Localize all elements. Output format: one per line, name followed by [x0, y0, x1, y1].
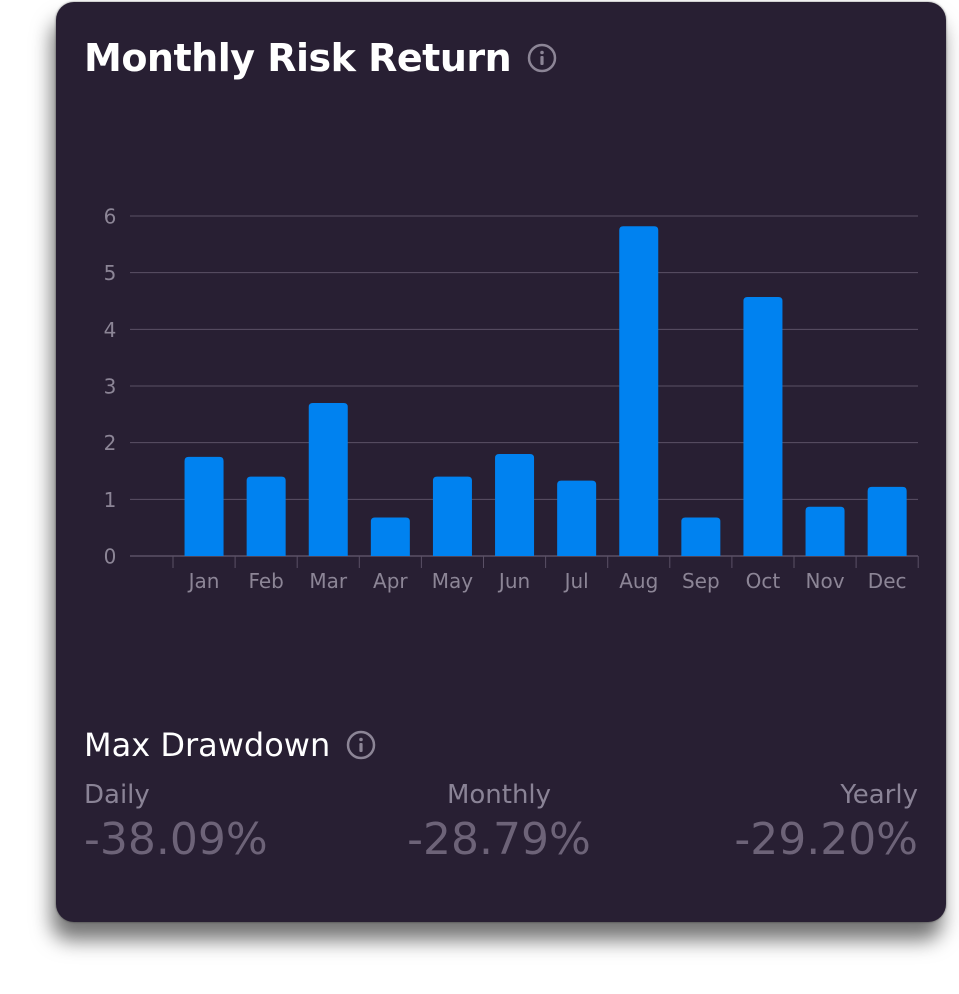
card-title: Monthly Risk Return	[84, 36, 512, 80]
y-tick-label: 6	[104, 205, 117, 229]
bar-chart: 0 1 2 3 4 5 6 Jan Feb Mar Apr May Jun Jul Aug Sep Oct Nov…	[104, 205, 919, 593]
bar-dec	[867, 486, 907, 556]
bar-oct	[743, 297, 783, 556]
bar-jul	[557, 480, 597, 556]
info-icon[interactable]	[346, 730, 376, 760]
x-tick-label: Oct	[746, 569, 781, 593]
drawdown-monthly: Monthly -28.79%	[374, 780, 624, 865]
bar-aug	[619, 226, 659, 556]
x-tick-label: Jan	[187, 569, 220, 593]
y-tick-label: 2	[104, 431, 117, 455]
x-tick-label: Mar	[309, 569, 348, 593]
title-row: Monthly Risk Return	[84, 36, 557, 80]
y-tick-label: 4	[104, 318, 117, 342]
x-tick-label: Apr	[373, 569, 408, 593]
info-icon[interactable]	[527, 43, 557, 73]
yearly-label: Yearly	[840, 780, 918, 810]
monthly-value: -28.79%	[407, 814, 591, 865]
bar-nov	[805, 506, 845, 556]
y-tick-label: 3	[104, 375, 117, 399]
daily-label: Daily	[84, 780, 150, 810]
x-tick-label: Dec	[868, 569, 907, 593]
y-tick-label: 0	[104, 545, 117, 569]
yearly-value: -29.20%	[734, 814, 918, 865]
x-tick-label: Nov	[806, 569, 845, 593]
drawdown-yearly: Yearly -29.20%	[734, 780, 918, 865]
x-tick-label: Feb	[248, 569, 283, 593]
bar-feb	[246, 476, 286, 556]
y-tick-label: 5	[104, 261, 117, 285]
x-tick-label: Jun	[497, 569, 530, 593]
x-tick-label: May	[432, 569, 474, 593]
bar-jan	[184, 456, 224, 556]
y-tick-label: 1	[104, 488, 117, 512]
bar-apr	[370, 517, 410, 556]
drawdown-title: Max Drawdown	[84, 726, 331, 764]
bar-may	[432, 476, 472, 556]
x-tick-label: Jul	[563, 569, 589, 593]
drawdown-header: Max Drawdown	[84, 726, 376, 764]
daily-value: -38.09%	[84, 814, 268, 865]
risk-return-card: Monthly Risk Return 0 1 2 3 4 5 6 Jan Feb Mar Apr M…	[56, 2, 946, 922]
bar-jun	[495, 454, 535, 556]
bar-mar	[308, 403, 348, 556]
x-tick-label: Aug	[619, 569, 658, 593]
bar-sep	[681, 517, 721, 556]
monthly-label: Monthly	[446, 780, 552, 810]
drawdown-daily: Daily -38.09%	[84, 780, 268, 865]
x-tick-label: Sep	[682, 569, 720, 593]
